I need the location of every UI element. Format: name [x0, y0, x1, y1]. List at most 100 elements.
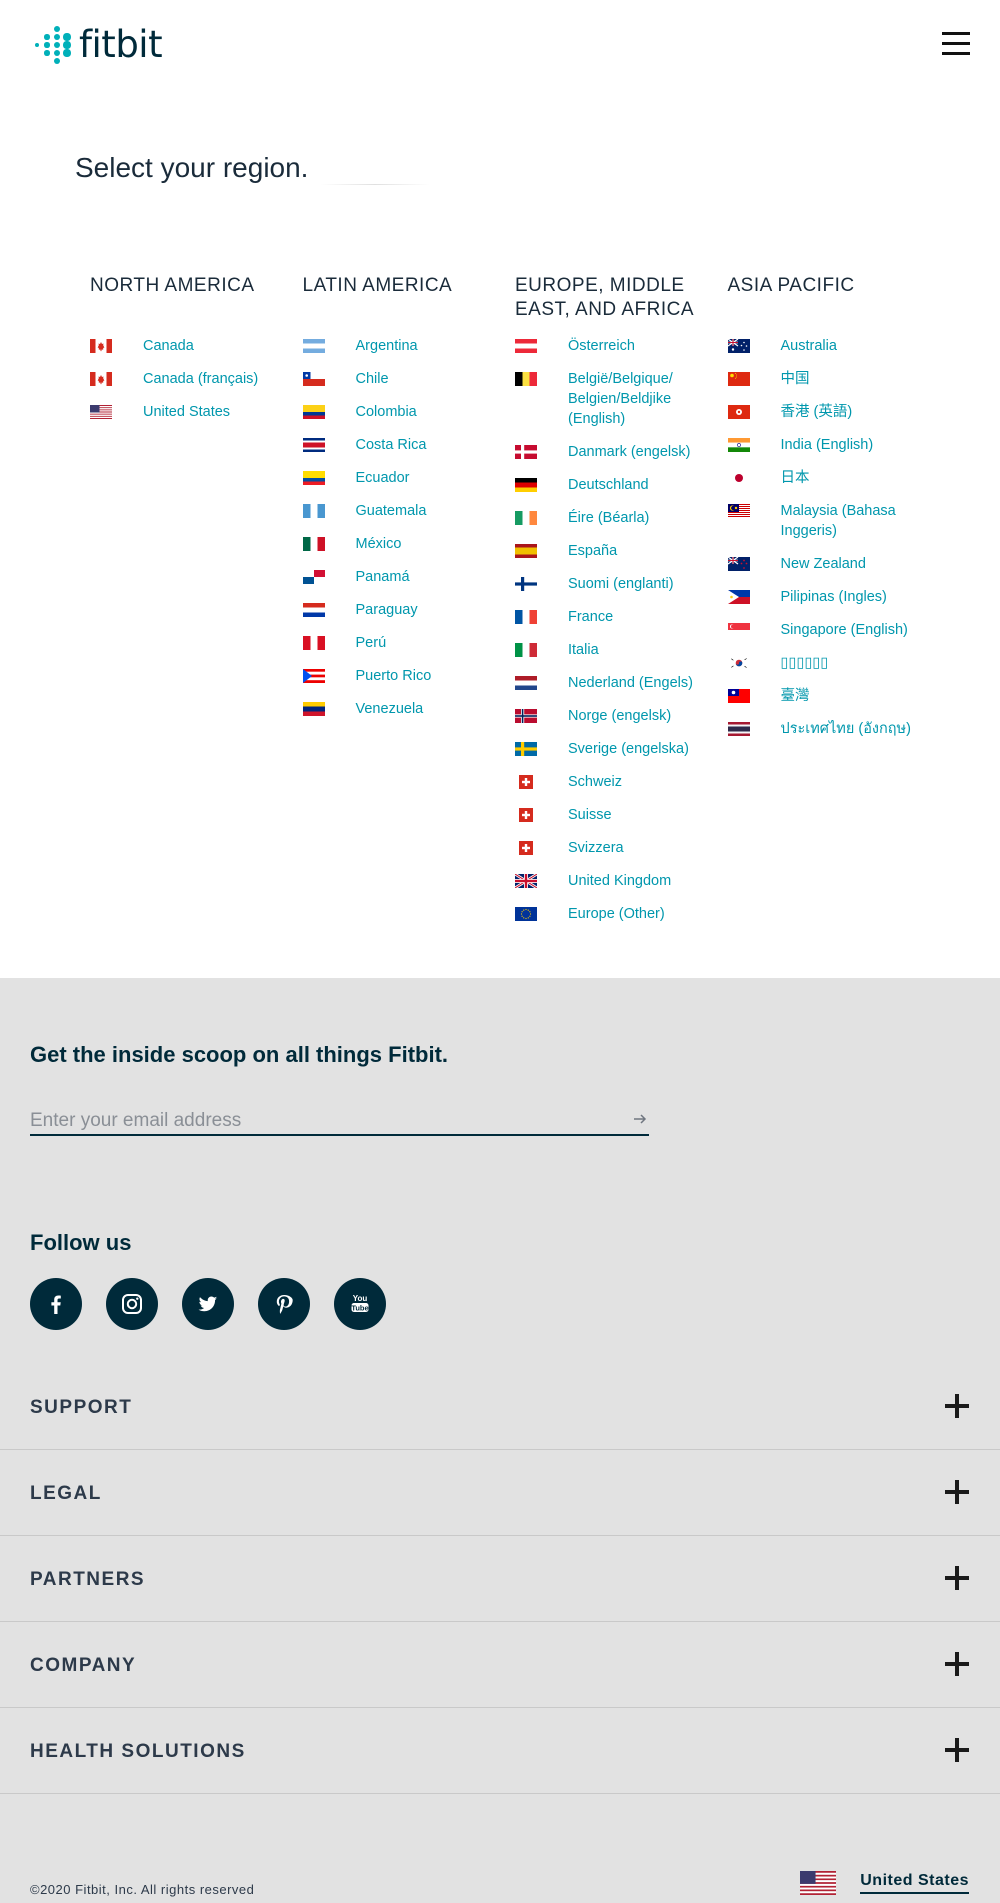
country-item[interactable]: Nederland (Engels) [515, 673, 728, 693]
accordion-company[interactable]: COMPANY [0, 1622, 1000, 1708]
country-link[interactable]: Paraguay [355, 602, 418, 618]
country-item[interactable]: Colombia [302, 402, 516, 422]
country-link[interactable]: España [568, 543, 618, 559]
country-item[interactable]: Perú [302, 633, 516, 653]
accordion-support[interactable]: SUPPORT [0, 1364, 1000, 1450]
country-link[interactable]: 香港 (英語) [780, 404, 853, 420]
country-item[interactable]: 香港 (英語) [727, 402, 941, 422]
country-item[interactable]: Österreich [515, 336, 728, 356]
country-item[interactable]: Puerto Rico [302, 666, 516, 686]
country-link[interactable]: Chile [355, 371, 389, 387]
country-item[interactable]: Argentina [302, 336, 516, 356]
arrow-right-icon[interactable] [631, 1112, 649, 1130]
country-link[interactable]: Malaysia (Bahasa Inggeris) [780, 503, 896, 539]
facebook-icon[interactable] [30, 1278, 82, 1330]
plus-icon[interactable] [945, 1480, 969, 1504]
country-item[interactable]: India (English) [727, 435, 941, 455]
locale-selector[interactable]: United States [800, 1871, 969, 1895]
country-item[interactable]: Australia [727, 336, 941, 356]
country-link[interactable]: Nederland (Engels) [568, 675, 693, 691]
country-item[interactable]: Venezuela [302, 699, 516, 719]
country-link[interactable]: Norge (engelsk) [568, 708, 672, 724]
country-item[interactable]: México [302, 534, 516, 554]
country-link[interactable]: India (English) [780, 437, 874, 453]
country-item[interactable]: Canada (français) [90, 369, 303, 389]
country-link[interactable]: Svizzera [568, 840, 624, 856]
country-item[interactable]: Italia [515, 640, 728, 660]
country-item[interactable]: Danmark (engelsk) [515, 442, 728, 462]
country-link[interactable]: Österreich [568, 338, 635, 354]
accordion-health-solutions[interactable]: HEALTH SOLUTIONS [0, 1708, 1000, 1794]
country-item[interactable]: Guatemala [302, 501, 516, 521]
country-link[interactable]: United States [143, 404, 231, 420]
accordion-legal[interactable]: LEGAL [0, 1450, 1000, 1536]
country-item[interactable]: Deutschland [515, 475, 728, 495]
country-link[interactable]: Ecuador [355, 470, 410, 486]
country-item[interactable]: Chile [302, 369, 516, 389]
country-link[interactable]: Italia [568, 642, 599, 658]
country-link[interactable]: Guatemala [355, 503, 427, 519]
country-link[interactable]: Europe (Other) [568, 906, 665, 922]
country-item[interactable]: Canada [90, 336, 303, 356]
country-link[interactable]: Costa Rica [355, 437, 427, 453]
country-item[interactable]: Schweiz [515, 772, 728, 792]
plus-icon[interactable] [945, 1394, 969, 1418]
country-link[interactable]: Argentina [355, 338, 418, 354]
country-item[interactable]: Éire (Béarla) [515, 508, 728, 528]
country-item[interactable]: Paraguay [302, 600, 516, 620]
pinterest-icon[interactable] [258, 1278, 310, 1330]
country-item[interactable]: United States [90, 402, 303, 422]
country-link[interactable]: ประเทศไทย (อังกฤษ) [780, 721, 911, 737]
country-link[interactable]: Colombia [355, 404, 417, 420]
plus-icon[interactable] [945, 1652, 969, 1676]
country-link[interactable]: ▯▯▯▯▯▯ [780, 655, 829, 671]
country-link[interactable]: Panamá [355, 569, 410, 585]
country-link[interactable]: 日本 [780, 470, 810, 486]
twitter-icon[interactable] [182, 1278, 234, 1330]
country-item[interactable]: Suomi (englanti) [515, 574, 728, 594]
country-link[interactable]: New Zealand [780, 556, 866, 572]
country-link[interactable]: Pilipinas (Ingles) [780, 589, 887, 605]
country-item[interactable]: España [515, 541, 728, 561]
country-link[interactable]: United Kingdom [568, 873, 672, 889]
country-item[interactable]: United Kingdom [515, 871, 728, 891]
country-item[interactable]: 臺灣 [727, 686, 941, 706]
email-input[interactable] [30, 1108, 649, 1134]
country-item[interactable]: Costa Rica [302, 435, 516, 455]
country-link[interactable]: Venezuela [355, 701, 424, 717]
country-link[interactable]: France [568, 609, 614, 625]
country-link[interactable]: Suisse [568, 807, 612, 823]
country-link[interactable]: Australia [780, 338, 837, 354]
country-item[interactable]: Sverige (engelska) [515, 739, 728, 759]
plus-icon[interactable] [945, 1738, 969, 1762]
instagram-icon[interactable] [106, 1278, 158, 1330]
country-item[interactable]: Panamá [302, 567, 516, 587]
country-item[interactable]: Singapore (English) [727, 620, 941, 640]
country-item[interactable]: 中国 [727, 369, 941, 389]
country-item[interactable]: Svizzera [515, 838, 728, 858]
country-link[interactable]: Schweiz [568, 774, 622, 790]
country-item[interactable]: 日本 [727, 468, 941, 488]
country-link[interactable]: Canada (français) [143, 371, 259, 387]
country-link[interactable]: Canada [143, 338, 194, 354]
hamburger-icon[interactable] [942, 32, 970, 56]
country-item[interactable]: België/Belgique/ Belgien/Beldjike (Engli… [515, 369, 728, 429]
country-link[interactable]: Puerto Rico [355, 668, 432, 684]
country-link[interactable]: Singapore (English) [780, 622, 908, 638]
country-link[interactable]: 中国 [780, 371, 810, 387]
country-item[interactable]: Europe (Other) [515, 904, 728, 924]
country-item[interactable]: Pilipinas (Ingles) [727, 587, 941, 607]
country-item[interactable]: Malaysia (Bahasa Inggeris) [727, 501, 941, 541]
country-link[interactable]: 臺灣 [780, 688, 810, 704]
youtube-icon[interactable]: You Tube [334, 1278, 386, 1330]
country-item[interactable]: Suisse [515, 805, 728, 825]
country-link[interactable]: Perú [355, 635, 387, 651]
country-item[interactable]: France [515, 607, 728, 627]
country-item[interactable]: Ecuador [302, 468, 516, 488]
country-item[interactable]: ▯▯▯▯▯▯ [727, 653, 941, 673]
plus-icon[interactable] [945, 1566, 969, 1590]
country-link[interactable]: België/Belgique/ Belgien/Beldjike (Engli… [568, 371, 673, 427]
country-link[interactable]: México [355, 536, 402, 552]
country-link[interactable]: Suomi (englanti) [568, 576, 674, 592]
country-item[interactable]: ประเทศไทย (อังกฤษ) [727, 719, 941, 739]
